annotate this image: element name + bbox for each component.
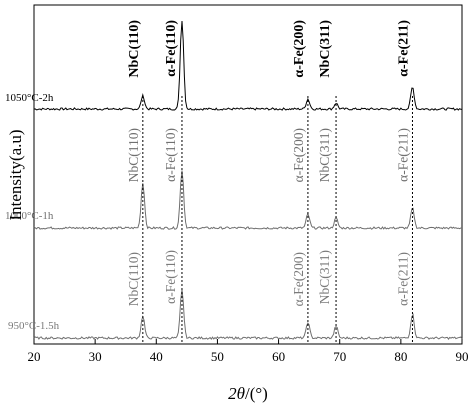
xrd-trace <box>33 20 463 111</box>
peak-guide-lines <box>142 96 413 344</box>
peak-label: α-Fe(200) <box>291 128 306 182</box>
x-axis-label-suffix: /(°) <box>245 384 268 403</box>
plot-frame <box>33 4 463 345</box>
peak-label: α-Fe(211) <box>396 128 411 182</box>
series-label: 1000°C-1h <box>5 210 54 222</box>
xrd-trace <box>33 289 463 340</box>
series-label: 950°C-1.5h <box>8 320 60 332</box>
series-label: 1050°C-2h <box>5 92 54 104</box>
peak-label: NbC(311) <box>318 20 333 78</box>
x-axis-label-theta: θ <box>237 384 245 403</box>
peak-labels: 1050°C-2h NbC(110) α-Fe(110) α-Fe(200) NbC(3… <box>5 20 412 332</box>
x-tick-label: 30 <box>89 349 102 364</box>
x-axis-label-prefix: 2 <box>228 384 237 403</box>
y-axis-label: Intensity(a.u) <box>6 129 25 220</box>
peak-label: NbC(311) <box>317 128 332 182</box>
x-tick-label: 70 <box>333 349 346 364</box>
x-tick-label: 80 <box>394 349 407 364</box>
x-axis-ticks: 20 30 40 50 60 70 80 90 <box>28 339 469 364</box>
x-tick-label: 40 <box>150 349 163 364</box>
xrd-traces <box>33 20 463 340</box>
x-tick-label: 50 <box>211 349 224 364</box>
xrd-trace <box>33 170 463 230</box>
x-tick-label: 90 <box>456 349 469 364</box>
peak-label: α-Fe(110) <box>163 128 178 182</box>
peak-label: α-Fe(110) <box>164 20 179 77</box>
peak-label: α-Fe(200) <box>291 252 306 306</box>
peak-label: NbC(110) <box>127 20 142 78</box>
peak-label: α-Fe(110) <box>163 250 178 304</box>
peak-label: α-Fe(200) <box>292 20 307 78</box>
x-tick-label: 20 <box>28 349 41 364</box>
peak-label: α-Fe(211) <box>397 20 412 77</box>
x-tick-label: 60 <box>272 349 285 364</box>
peak-label: NbC(110) <box>126 128 141 182</box>
peak-label: α-Fe(211) <box>396 252 411 306</box>
peak-label: NbC(311) <box>317 250 332 304</box>
x-axis-label: 2θ/(°) <box>228 384 268 403</box>
peak-label: NbC(110) <box>126 252 141 306</box>
